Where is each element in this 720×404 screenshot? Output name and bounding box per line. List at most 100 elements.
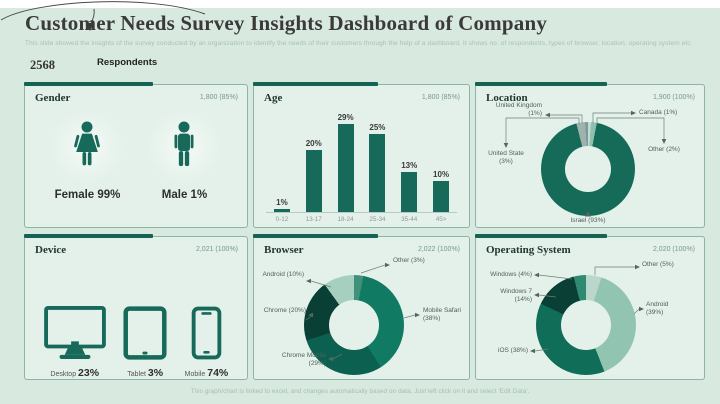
swoosh-arrow-decoration (0, 1, 206, 31)
panel-header: Device 2,021 (100%) (25, 237, 247, 261)
panel-header: Gender 1,800 (85%) (25, 85, 247, 109)
age-bar-column: 10% (425, 113, 457, 213)
location-label-canada: Canada (1%) (639, 109, 678, 116)
age-bar-value: 29% (337, 113, 354, 122)
browser-label-android: Android (10%) (262, 271, 304, 278)
panel-title-gender: Gender (35, 92, 71, 104)
location-callout-lines (503, 110, 667, 217)
age-bar-column: 1% (266, 113, 298, 213)
device-label-tablet: Tablet 3% (127, 367, 163, 379)
respondents-count: 2568 (30, 58, 55, 72)
location-label-united-kingdom: United Kingdom (1%) (495, 102, 542, 118)
device-name: Desktop (50, 371, 77, 378)
gender-item-female: Female 99% (44, 111, 131, 227)
browser-label-chrome-mobile: Chrome Mobile (29%) (281, 352, 326, 368)
device-pct: 3% (147, 367, 164, 379)
respondents-summary: 2568 Respondents (30, 56, 157, 74)
age-bar-value: 20% (305, 139, 322, 148)
panel-accent-bar (253, 234, 378, 238)
age-category-label: 25-34 (369, 216, 386, 223)
panel-title-age: Age (264, 92, 283, 104)
panel-device: Device 2,021 (100%) Desktop 23% (24, 234, 248, 380)
age-bar-column: 20% (297, 113, 330, 213)
tablet-icon (123, 282, 167, 360)
footer-note: This graph/chart is linked to excel, and… (190, 388, 530, 395)
panel-accent-bar (475, 82, 608, 86)
gender-label-female: Female 99% (54, 189, 121, 201)
os-label-windows: Windows (4%) (490, 271, 532, 278)
respondents-label: Respondents (97, 57, 158, 68)
panel-title-browser: Browser (264, 244, 304, 256)
age-category-label: 35-44 (401, 216, 418, 223)
device-name: Tablet (127, 371, 146, 378)
age-bar (433, 181, 450, 212)
age-bars: 1% 20% 29% 25% 13% 10% (266, 113, 457, 213)
os-label-windows-7: Windows 7 (14%) (500, 288, 532, 304)
page-title: Customer Needs Survey Insights Dashboard… (25, 11, 548, 35)
panel-age: Age 1,800 (85%) 1% 20% 29% 25% 13% 10% 0-12 13… (253, 82, 470, 228)
device-pct: 23% (78, 367, 100, 379)
female-icon (51, 111, 124, 183)
device-name: Mobile (184, 371, 206, 378)
os-donut-hole (561, 300, 611, 350)
device-item-tablet: Tablet 3% (123, 267, 167, 379)
age-bar (401, 172, 418, 212)
age-categories: 0-12 13-17 18-24 25-34 35-44 45> (266, 213, 457, 223)
age-category-label: 45> (435, 216, 447, 223)
panel-value-gender: 1,800 (85%) (199, 94, 238, 101)
browser-label-chrome: Chrome (20%) (263, 307, 306, 314)
age-bar (337, 124, 354, 212)
device-pct: 74% (207, 367, 229, 379)
panel-accent-bar (475, 234, 608, 238)
age-bar-value: 10% (433, 170, 450, 179)
panel-gender: Gender 1,800 (85%) Female 99% (24, 82, 248, 228)
panel-value-os: 2,020 (100%) (652, 246, 695, 253)
age-bar-column: 25% (361, 113, 394, 213)
page-subtitle: This slide showed the insights of the su… (25, 40, 693, 47)
os-label-android: Android (39%) (646, 301, 669, 317)
panel-location: Location 1,900 (100%) United Kingdom (1%… (475, 82, 705, 228)
panel-title-os: Operating System (486, 244, 571, 256)
gender-item-male: Male 1% (141, 111, 228, 227)
location-label-israel: Israel (93%) (570, 217, 606, 224)
device-item-mobile: Mobile 74% (184, 267, 229, 379)
desktop-icon (43, 282, 106, 360)
browser-label-mobile-safari: Mobile Safari (38%) (423, 307, 461, 323)
panel-accent-bar (253, 82, 378, 86)
os-label-other: Other (5%) (642, 261, 674, 268)
browser-callout-lines (305, 262, 420, 362)
panel-value-device: 2,021 (100%) (195, 246, 238, 253)
panel-accent-bar (24, 234, 153, 238)
age-bar-value: 25% (369, 123, 386, 132)
browser-donut-hole (329, 300, 379, 350)
location-label-other: Other (2%) (648, 146, 680, 153)
panel-title-location: Location (486, 92, 528, 104)
age-category-label: 0-12 (275, 216, 289, 223)
location-label-united-state: United State (3%) (488, 150, 524, 166)
age-bar-value: 13% (401, 161, 418, 170)
browser-label-other: Other (3%) (393, 257, 425, 264)
age-bar (305, 150, 322, 212)
age-bar-value: 1% (276, 198, 288, 207)
panel-value-location: 1,900 (100%) (652, 94, 695, 101)
male-icon (148, 111, 221, 183)
panel-browser: Browser 2,022 (100%) Android (10%) Other… (253, 234, 470, 380)
age-bar-column: 29% (329, 113, 362, 213)
location-donut-hole (565, 146, 611, 192)
panel-value-browser: 2,022 (100%) (417, 246, 460, 253)
panel-value-age: 1,800 (85%) (421, 94, 460, 101)
age-bar (273, 209, 290, 212)
age-category-label: 18-24 (337, 216, 354, 223)
os-label-ios: iOS (38%) (498, 347, 528, 354)
device-label-desktop: Desktop 23% (50, 367, 99, 379)
panel-accent-bar (24, 82, 153, 86)
age-bar-column: 13% (393, 113, 426, 213)
age-bar-chart: 1% 20% 29% 25% 13% 10% 0-12 13-17 18-24 25-34 35-… (266, 113, 457, 223)
panel-header: Location 1,900 (100%) (476, 85, 704, 109)
mobile-icon (191, 282, 222, 360)
age-bar (369, 134, 386, 212)
panel-operating-system: Operating System 2,020 (100%) Windows (4… (475, 234, 705, 380)
dashboard-grid: Gender 1,800 (85%) Female 99% (24, 82, 705, 380)
os-callout-lines (530, 264, 644, 354)
panel-header: Browser 2,022 (100%) (254, 237, 469, 261)
